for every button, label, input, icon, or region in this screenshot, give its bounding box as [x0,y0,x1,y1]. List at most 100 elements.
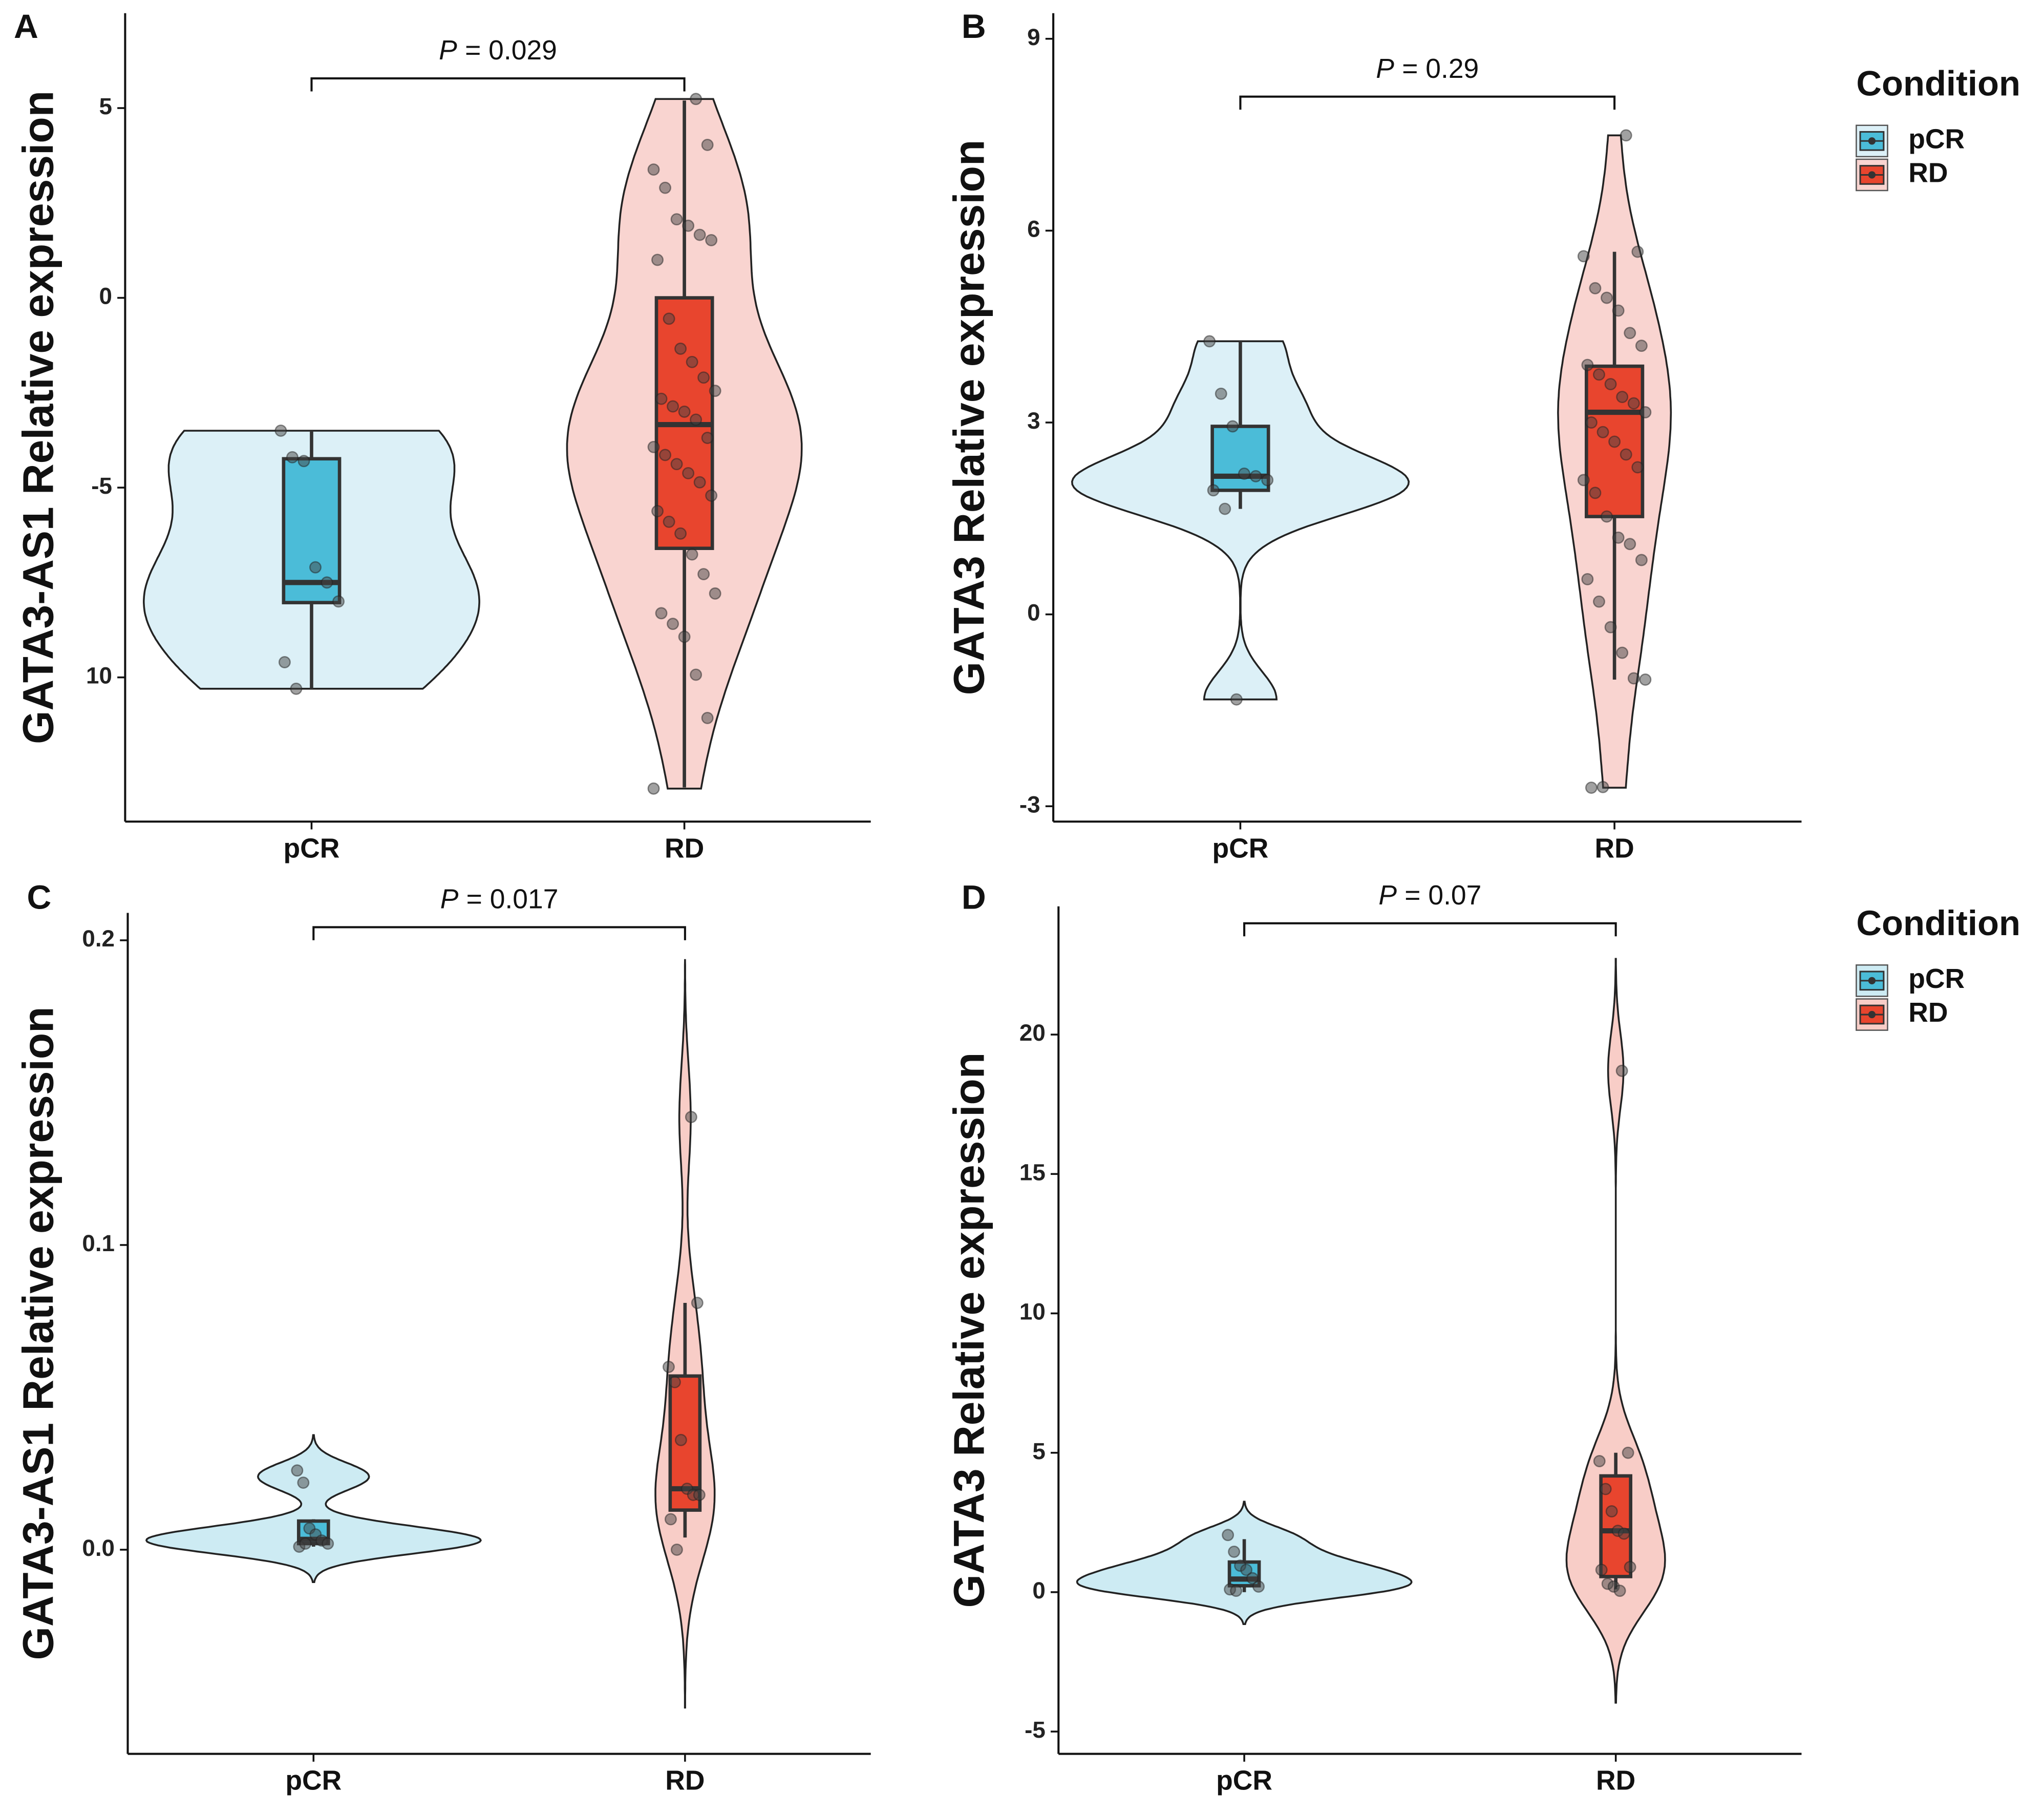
data-point [291,1464,304,1477]
y-tick-label: 20 [1019,1020,1046,1046]
data-point [1624,1560,1636,1573]
data-point [693,1488,706,1501]
data-point [1203,335,1216,348]
legend-label: pCR [1908,124,1965,154]
y-tick-label: 9 [1027,24,1040,50]
data-point [1226,420,1239,433]
data-point [1577,250,1590,263]
data-point [1617,1527,1630,1540]
data-point [670,1543,683,1556]
x-tick-label: pCR [1216,1766,1272,1796]
data-point [1596,426,1609,438]
data-point [1207,484,1220,497]
data-point [1616,646,1629,659]
legend-label: RD [1908,998,1948,1028]
y-axis-label: GATA3 Relative expression [945,140,993,695]
data-point [1635,554,1648,566]
data-point [693,476,706,489]
data-point [686,355,698,368]
data-point [1624,327,1636,340]
data-point [674,1433,687,1446]
data-point [701,138,714,151]
data-point [1605,1505,1618,1517]
y-tick-label: 15 [1019,1159,1046,1185]
data-point [1599,1483,1612,1495]
data-point [1593,1455,1606,1467]
data-point [286,451,299,463]
panel-label: B [962,8,986,46]
data-point [1612,304,1625,317]
data-point [1615,1064,1628,1077]
data-point [1595,1564,1608,1576]
data-point [1585,782,1598,794]
legend-dot [1868,977,1876,984]
data-point [659,181,672,194]
data-point [1593,595,1605,608]
data-point [321,576,333,589]
data-point [1593,368,1605,381]
data-point [674,342,687,355]
data-point [1601,510,1613,523]
data-point [1616,391,1629,404]
violin [1565,958,1666,1704]
p-text: = 0.07 [1404,880,1481,911]
data-point [1601,291,1613,304]
data-point [1604,621,1617,634]
y-tick-label: 0 [99,283,112,309]
data-point [670,213,683,226]
y-tick-label: 0.2 [82,925,115,952]
data-point [1581,573,1594,585]
y-tick-label: -5 [91,473,112,499]
y-tick-label: 5 [99,93,112,119]
y-axis-label: GATA3-AS1 Relative expression [14,1007,62,1660]
data-point [678,405,691,418]
data-point [667,618,679,630]
data-point [662,1360,675,1373]
violin [145,1434,482,1584]
data-point [651,254,664,266]
x-tick-label: pCR [1212,833,1269,863]
data-point [1577,474,1590,487]
significance-bracket [1243,922,1617,937]
data-point [678,630,691,643]
data-point [686,548,698,561]
data-point [1252,1580,1265,1593]
data-point [1222,1529,1234,1542]
data-point [332,595,345,608]
data-point [690,93,702,106]
p-italic: P [439,35,457,66]
data-point [1639,673,1652,686]
data-point [297,1476,310,1489]
data-point [1246,1572,1259,1585]
legend-label: pCR [1908,964,1965,994]
p-italic: P [1376,54,1394,84]
data-point [697,371,710,384]
panel-label: A [14,8,38,46]
y-tick-label: -5 [1025,1717,1046,1743]
y-tick-label: 10 [86,663,112,689]
p-value: P = 0.029 [439,35,557,66]
data-point [1631,245,1644,258]
legend-title: Condition [1856,64,2020,103]
data-point [1620,448,1632,461]
y-tick-label: -3 [1019,791,1040,817]
data-point [1639,406,1652,418]
significance-bracket [310,77,686,92]
legend-dot [1868,171,1876,179]
p-value: P = 0.07 [1378,880,1481,911]
data-point [322,1537,334,1550]
data-point [1589,282,1602,294]
significance-bracket [1239,95,1616,110]
y-tick-label: 6 [1027,216,1040,242]
data-point [1238,467,1250,480]
legend-label: RD [1908,158,1948,188]
data-point [709,385,721,397]
p-text: = 0.029 [465,35,557,66]
data-point [685,1111,697,1124]
data-point [709,587,721,600]
data-point [664,1513,677,1526]
data-point [278,656,291,668]
data-point [1596,781,1609,793]
